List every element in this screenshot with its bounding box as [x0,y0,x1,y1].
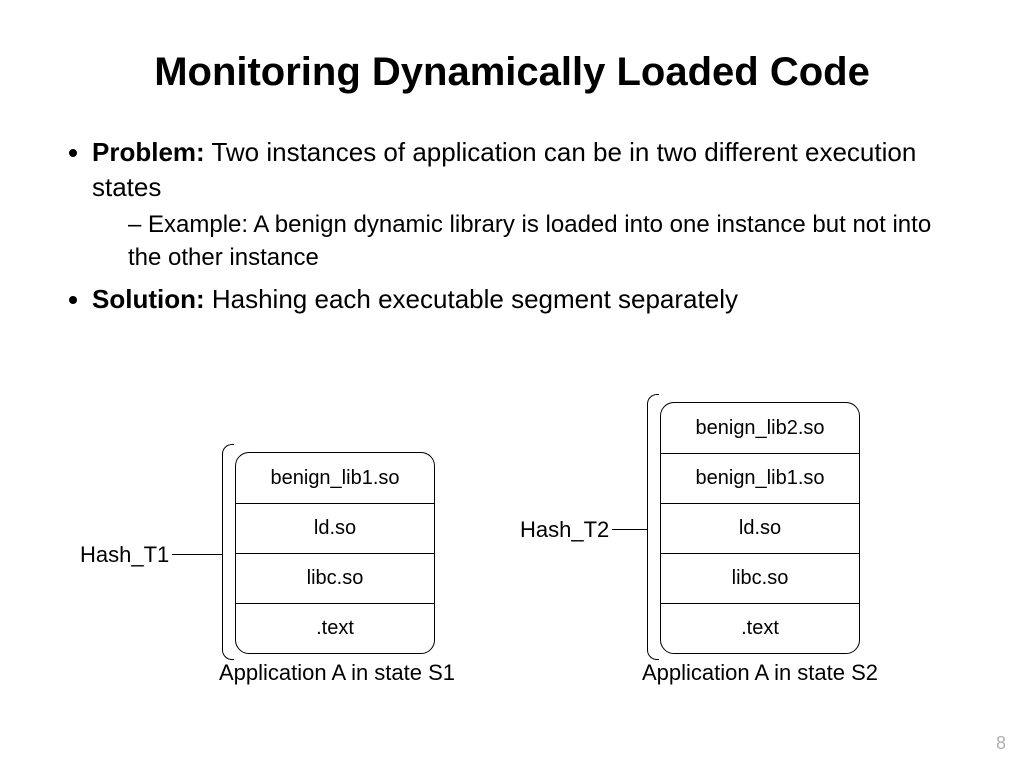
stack-segment: ld.so [661,503,859,553]
hash-label-right: Hash_T2 [520,517,609,543]
bracket-right [647,394,659,660]
bullet-problem: Problem: Two instances of application ca… [92,135,964,274]
hash-connector-left [172,554,222,555]
stack-segment: .text [236,603,434,653]
bullet-list: Problem: Two instances of application ca… [60,135,964,317]
problem-label: Problem: [92,137,205,167]
stack-segment: .text [661,603,859,653]
bullet-example: Example: A benign dynamic library is loa… [128,209,964,274]
stack-segment: libc.so [661,553,859,603]
slide-title: Monitoring Dynamically Loaded Code [60,50,964,95]
hash-connector-right [612,529,647,530]
solution-text: Hashing each executable segment separate… [205,284,738,314]
stack-segment: benign_lib1.so [661,453,859,503]
problem-text: Two instances of application can be in t… [92,137,916,202]
stack-segment: libc.so [236,553,434,603]
stack-segment: benign_lib2.so [661,403,859,453]
stack-segment: ld.so [236,503,434,553]
page-number: 8 [996,733,1006,754]
bullet-solution: Solution: Hashing each executable segmen… [92,282,964,317]
stack-segment: benign_lib1.so [236,453,434,503]
stack-left: benign_lib1.sold.solibc.so.text [235,452,435,654]
diagram-area: Hash_T1 benign_lib1.sold.solibc.so.text … [0,400,1024,730]
solution-label: Solution: [92,284,205,314]
stack-right: benign_lib2.sobenign_lib1.sold.solibc.so… [660,402,860,654]
hash-label-left: Hash_T1 [80,542,169,568]
caption-left: Application A in state S1 [192,660,482,686]
bracket-left [222,444,234,660]
slide: Monitoring Dynamically Loaded Code Probl… [0,0,1024,768]
caption-right: Application A in state S2 [610,660,910,686]
